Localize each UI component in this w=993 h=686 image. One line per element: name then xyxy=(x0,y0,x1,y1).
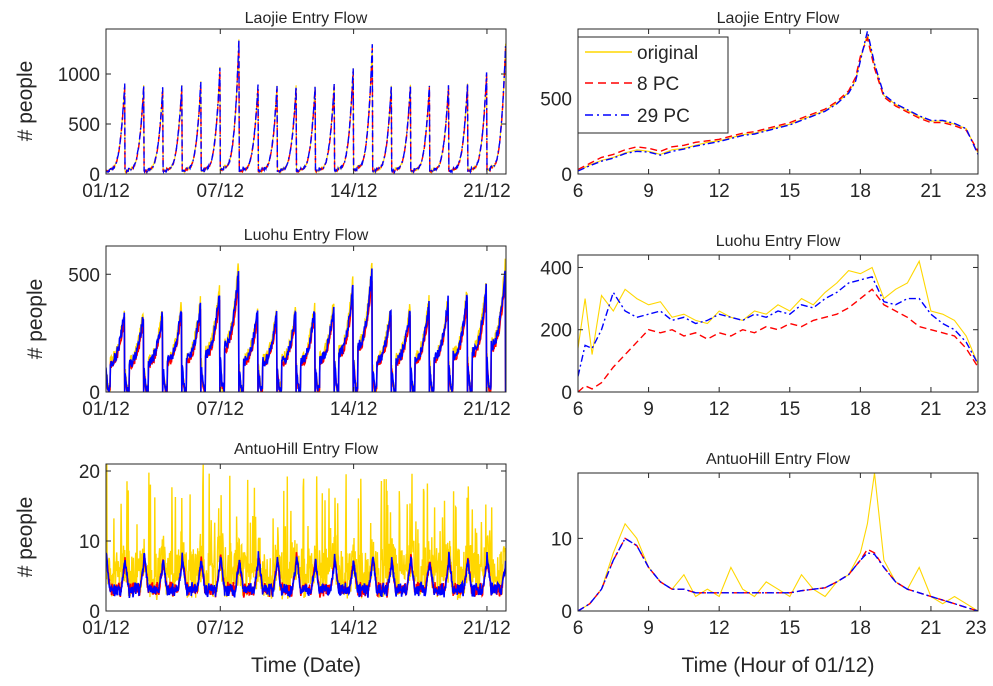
y-tick-label: 500 xyxy=(68,265,100,286)
ylabel-luohu: # people xyxy=(24,279,47,360)
series-29-pc xyxy=(578,537,978,611)
x-tick-label: 9 xyxy=(643,399,654,420)
panel-title: Laojie Entry Flow xyxy=(245,10,368,27)
x-tick-label: 21/12 xyxy=(463,399,511,420)
x-tick-label: 07/12 xyxy=(197,181,245,202)
series-29-pc xyxy=(106,39,506,174)
x-tick-label: 18 xyxy=(850,399,871,420)
y-tick-label: 0 xyxy=(561,602,572,623)
panel-title: Laojie Entry Flow xyxy=(717,10,840,27)
legend: original 8 PC 29 PC xyxy=(577,36,729,134)
series-8-pc xyxy=(578,288,978,392)
x-tick-label: 21 xyxy=(920,618,941,639)
panel-title: AntuoHill Entry Flow xyxy=(706,451,850,468)
y-tick-label: 0 xyxy=(89,602,100,623)
panel-antuohill-hour: AntuoHill Entry Flow 0 10 6 9 12 15 18 21 23 xyxy=(551,451,987,639)
x-tick-label: 15 xyxy=(779,399,800,420)
y-tick-label: 0 xyxy=(89,383,100,404)
x-tick-label: 21/12 xyxy=(463,618,511,639)
x-tick-label: 21 xyxy=(920,399,941,420)
y-tick-label: 10 xyxy=(79,532,100,553)
x-tick-label: 23 xyxy=(965,399,986,420)
x-tick-label: 6 xyxy=(573,618,584,639)
y-tick-label: 1000 xyxy=(58,65,100,86)
series-29-pc xyxy=(578,275,978,377)
y-tick-label: 200 xyxy=(540,321,572,342)
series-29-pc xyxy=(106,268,506,392)
legend-label-8pc: 8 PC xyxy=(637,74,679,95)
xlabel-left: Time (Date) xyxy=(251,654,361,677)
x-tick-label: 9 xyxy=(643,618,654,639)
panel-title: AntuoHill Entry Flow xyxy=(234,441,378,458)
x-tick-label: 07/12 xyxy=(197,618,245,639)
x-tick-label: 01/12 xyxy=(82,399,130,420)
xlabel-right: Time (Hour of 01/12) xyxy=(682,654,875,677)
y-tick-label: 500 xyxy=(540,89,572,110)
series-original xyxy=(578,259,978,365)
y-tick-label: 0 xyxy=(561,383,572,404)
x-tick-label: 14/12 xyxy=(330,181,378,202)
x-tick-label: 01/12 xyxy=(82,181,130,202)
series-original xyxy=(106,464,506,600)
y-tick-label: 0 xyxy=(89,165,100,186)
x-tick-label: 18 xyxy=(850,181,871,202)
ylabel-laojie: # people xyxy=(14,61,37,142)
legend-label-29pc: 29 PC xyxy=(637,106,690,127)
x-tick-label: 14/12 xyxy=(330,618,378,639)
y-tick-label: 500 xyxy=(68,115,100,136)
ylabel-antuohill: # people xyxy=(14,497,37,578)
x-tick-label: 01/12 xyxy=(82,618,130,639)
panel-luohu-date: Luohu Entry Flow 0 500 01/12 07/12 14/12 21/1… xyxy=(68,227,510,420)
y-tick-label: 10 xyxy=(551,529,572,550)
series-29-pc xyxy=(578,31,978,172)
series-8-pc xyxy=(578,35,978,171)
x-tick-label: 12 xyxy=(709,618,730,639)
panel-title: Luohu Entry Flow xyxy=(716,233,841,250)
x-tick-label: 6 xyxy=(573,181,584,202)
x-tick-label: 21 xyxy=(920,181,941,202)
x-tick-label: 6 xyxy=(573,399,584,420)
series-29-pc xyxy=(106,551,506,599)
x-tick-label: 07/12 xyxy=(197,399,245,420)
panel-antuohill-date: AntuoHill Entry Flow 0 10 20 01/12 07/12 14/1… xyxy=(79,441,511,639)
y-tick-label: 20 xyxy=(79,462,100,483)
panel-title: Luohu Entry Flow xyxy=(244,227,369,244)
x-tick-label: 21/12 xyxy=(463,181,511,202)
panel-laojie-date: Laojie Entry Flow 0 500 1000 01/12 07/12 14/1… xyxy=(58,10,511,202)
y-tick-label: 0 xyxy=(561,165,572,186)
panel-luohu-hour: Luohu Entry Flow 0 200 400 6 9 12 15 18 21 23 xyxy=(540,233,986,420)
x-tick-label: 23 xyxy=(965,181,986,202)
series-original xyxy=(578,33,978,172)
x-tick-label: 9 xyxy=(643,181,654,202)
x-tick-label: 15 xyxy=(779,618,800,639)
y-tick-label: 400 xyxy=(540,258,572,279)
x-tick-label: 12 xyxy=(709,181,730,202)
x-tick-label: 23 xyxy=(965,618,986,639)
x-tick-label: 18 xyxy=(850,618,871,639)
x-tick-label: 15 xyxy=(779,181,800,202)
legend-label-original: original xyxy=(637,43,698,64)
x-tick-label: 12 xyxy=(709,399,730,420)
x-tick-label: 14/12 xyxy=(330,399,378,420)
